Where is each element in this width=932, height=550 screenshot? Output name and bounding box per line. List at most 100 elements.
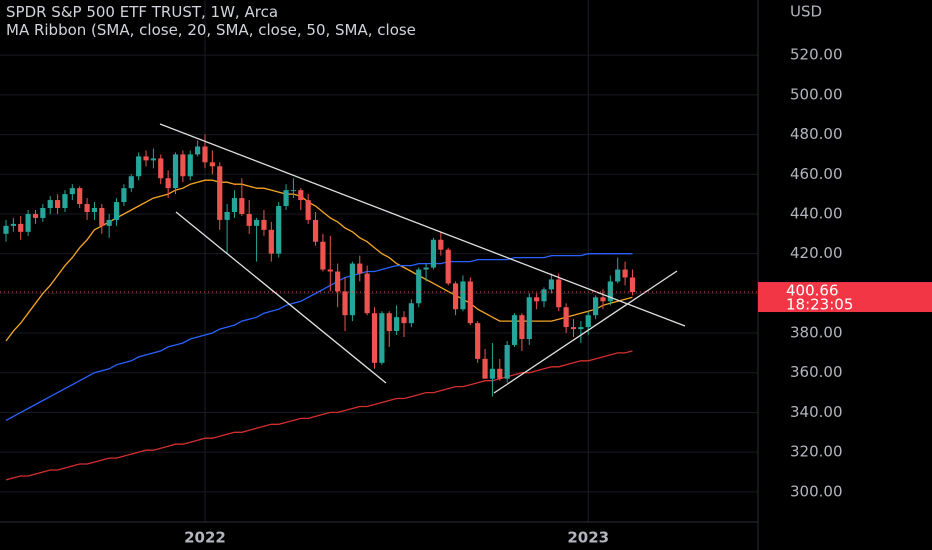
y-tick-label: 420.00 [790, 244, 843, 262]
candle-body [99, 208, 105, 226]
y-tick-label: 500.00 [790, 85, 843, 103]
candle-body [349, 263, 355, 316]
candle-body [394, 317, 400, 332]
candle-body [563, 307, 569, 328]
candle-body [165, 178, 171, 189]
candle-body [202, 146, 208, 163]
x-tick-label: 2022 [184, 529, 226, 547]
candle-body [136, 156, 142, 177]
chart-title: SPDR S&P 500 ETF TRUST, 1W, Arca [6, 3, 279, 21]
candle-body [54, 200, 61, 209]
candle-body [91, 208, 98, 212]
candle-body [40, 208, 46, 218]
candle-body [548, 279, 554, 290]
candles [3, 134, 636, 397]
y-tick-label: 340.00 [790, 403, 843, 421]
candle-body [128, 176, 134, 189]
y-tick-label: 440.00 [790, 204, 843, 222]
candle-body [143, 156, 149, 161]
y-tick-label: 520.00 [790, 46, 843, 64]
candle-body [327, 269, 333, 272]
candle-body [290, 190, 297, 192]
candle-body [25, 213, 31, 232]
candle-body [504, 344, 510, 379]
candle-body [239, 198, 245, 214]
candle-body [519, 315, 525, 340]
candle-body [231, 198, 238, 212]
candle-body [158, 158, 164, 179]
x-tick-label: 2023 [567, 529, 609, 547]
candle-body [607, 281, 613, 302]
candle-body [187, 154, 193, 177]
candle-body [312, 219, 319, 242]
candle-body [578, 327, 584, 330]
trendline [159, 123, 686, 327]
candle-body [150, 158, 156, 161]
candle-body [593, 297, 599, 316]
candle-body [113, 202, 120, 220]
candle-body [283, 190, 289, 207]
candle-body [10, 223, 16, 226]
candle-body [195, 146, 201, 155]
candle-body [511, 315, 518, 345]
grid [0, 0, 758, 522]
candle-body [556, 279, 562, 308]
candle-body [460, 281, 466, 310]
candle-body [401, 317, 407, 324]
candle-body [475, 323, 481, 359]
y-tick-label: 320.00 [790, 443, 843, 461]
candle-body [224, 211, 230, 220]
candle-body [261, 219, 267, 230]
currency-label: USD [790, 3, 822, 21]
candle-body [268, 229, 274, 254]
price-tag-countdown: 18:23:05 [786, 296, 853, 314]
candle-body [379, 313, 385, 363]
candle-body [32, 213, 39, 218]
candle-body [430, 239, 437, 268]
candle-body [615, 269, 621, 282]
indicator-title: MA Ribbon (SMA, close, 20, SMA, close, 5… [6, 21, 416, 39]
candle-body [18, 223, 24, 232]
candle-body [600, 297, 606, 302]
candle-body [77, 188, 83, 205]
ma-line [5, 253, 633, 421]
candle-body [253, 219, 260, 226]
candle-body [489, 368, 496, 379]
y-tick-label: 360.00 [790, 363, 843, 381]
candle-body [305, 200, 311, 220]
candle-body [364, 273, 370, 314]
candle-body [416, 269, 422, 304]
candle-body [121, 188, 127, 203]
candle-body [69, 188, 75, 195]
price-tag-value: 400.66 [786, 282, 839, 300]
trendline [175, 211, 387, 384]
candle-body [629, 277, 636, 293]
axes: 300.00320.00340.00360.00380.00400.00420.… [184, 46, 842, 547]
candle-body [497, 368, 503, 379]
candle-body [246, 213, 252, 226]
y-tick-label: 380.00 [790, 324, 843, 342]
candle-body [371, 313, 378, 363]
candle-body [526, 297, 532, 340]
y-tick-label: 480.00 [790, 125, 843, 143]
candle-body [570, 327, 577, 330]
candle-body [342, 291, 348, 316]
candle-body [335, 271, 341, 292]
candle-body [298, 190, 304, 201]
candle-body [3, 225, 9, 234]
candle-body [423, 267, 429, 270]
candle-body [180, 154, 186, 177]
candle-body [320, 241, 326, 270]
candle-body [452, 283, 459, 310]
candle-body [209, 162, 215, 167]
y-tick-label: 460.00 [790, 165, 843, 183]
candle-body [47, 200, 53, 209]
trendline [493, 270, 678, 394]
trendlines [159, 123, 686, 394]
candle-body [622, 269, 628, 278]
candle-body [438, 239, 444, 250]
candle-body [445, 249, 451, 284]
candle-body [386, 313, 392, 332]
